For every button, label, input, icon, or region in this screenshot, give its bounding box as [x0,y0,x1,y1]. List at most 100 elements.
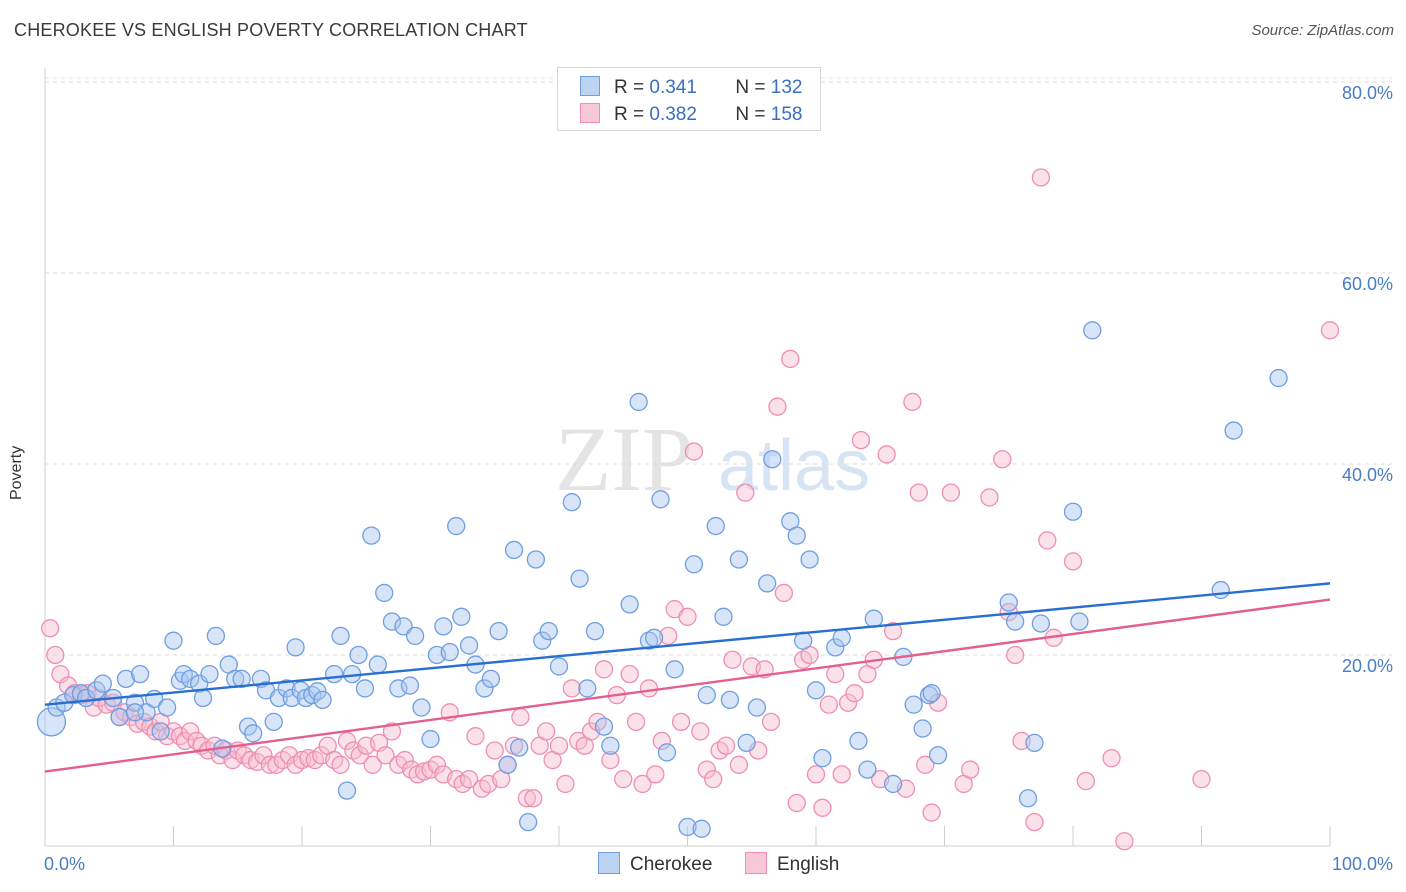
english-point [517,789,537,808]
english-point [736,483,755,502]
cherokee-point [858,760,877,779]
cherokee-point [440,642,459,662]
cherokee-point [164,631,183,650]
cherokee-point [684,555,704,574]
cherokee-point [504,540,524,560]
cherokee-point [1063,502,1083,521]
x-tick-labels: 0.0% 100.0% [44,854,1393,874]
english-point [639,679,659,698]
english-point [1038,531,1057,550]
english-point [376,746,395,765]
cherokee-point [405,626,425,646]
cherokee-point [919,685,939,705]
english-point [774,583,794,603]
cherokee-point [729,550,749,569]
cherokee-point [1006,612,1025,631]
english-point [826,664,845,684]
cherokee-point [36,707,67,737]
cherokee-point [355,679,375,698]
cherokee-point [349,645,368,665]
cherokee-point [269,688,289,708]
bottom-legend-english[interactable]: English [745,852,839,876]
cherokee-point [459,636,479,655]
cherokee-point [1025,733,1044,753]
bottom-legend-cherokee[interactable]: Cherokee [598,852,712,876]
english-point [1006,645,1025,665]
english-point [511,707,530,727]
cherokee-point [382,612,402,631]
cherokee-point [913,719,932,738]
english-point [1063,552,1083,571]
cherokee-point [629,392,648,412]
english-point [620,664,639,684]
legend-row-english: R = 0.382 N = 158 [580,103,802,127]
english-point [845,684,864,703]
cherokee-point [549,657,569,676]
legend-n-value: 132 [770,77,803,98]
cherokee-point [526,550,546,569]
english-point [761,712,781,731]
cherokee-point [1224,421,1243,440]
cherokee-point [421,729,440,749]
cherokee-point [922,684,941,703]
bottom-legend-swatch-english [745,852,767,874]
english-point [292,750,312,770]
english-point [941,483,961,502]
cherokee-point [539,621,558,641]
series-cherokee [36,321,1288,838]
english-point [678,607,697,626]
english-point [729,755,749,774]
english-point [768,397,787,416]
english-point [993,450,1012,469]
cherokee-point [714,607,733,626]
english-point [832,765,851,784]
english-point [980,488,999,507]
cherokee-point [1070,612,1089,631]
cherokee-point [570,569,589,588]
english-point [903,392,922,412]
cherokee-point [639,631,659,650]
x-tick-label: 0.0% [44,854,85,874]
english-point [614,770,633,789]
x-tick-label: 100.0% [1332,854,1393,874]
legend-row-cherokee: R = 0.341 N = 132 [580,76,802,100]
english-point [427,755,447,774]
cherokee-point [434,617,453,636]
cherokee-point [116,669,136,689]
cherokee-point [498,755,517,774]
chart-source: Source: ZipAtlas.com [1251,22,1394,39]
legend-r-label: R = [614,104,650,125]
y-tick-label: 60.0% [1342,274,1393,294]
english-point [877,445,896,464]
cherokee-point [620,595,639,614]
english-point [691,722,710,741]
cherokee-point [337,781,357,800]
trend-line-english [44,598,1331,773]
english-point [337,731,357,751]
cherokee-point [277,679,296,698]
cherokee-point [849,731,868,751]
english-point [851,430,871,450]
cherokee-point [562,493,581,512]
cherokee-point [308,682,327,701]
cherokee-point [412,698,431,717]
legend-n-label: N = [735,104,771,125]
english-point [704,770,723,789]
cherokee-point [181,669,200,689]
y-tick-label: 20.0% [1342,656,1393,676]
cherokee-point [864,609,883,628]
cherokee-point [1031,614,1051,633]
english-point [671,712,691,731]
legend: R = 0.341 N = 132 R = 0.382 N = 158 [557,67,821,131]
english-point [684,442,704,461]
english-point [1115,832,1134,851]
cherokee-point [806,681,826,700]
cherokee-point [375,583,394,603]
cherokee-point [665,660,684,679]
cherokee-point [747,698,767,717]
cherokee-point [692,819,711,838]
english-point [146,722,165,741]
english-point [1320,321,1340,340]
cherokee-point [720,690,740,710]
cherokee-point [678,817,697,837]
